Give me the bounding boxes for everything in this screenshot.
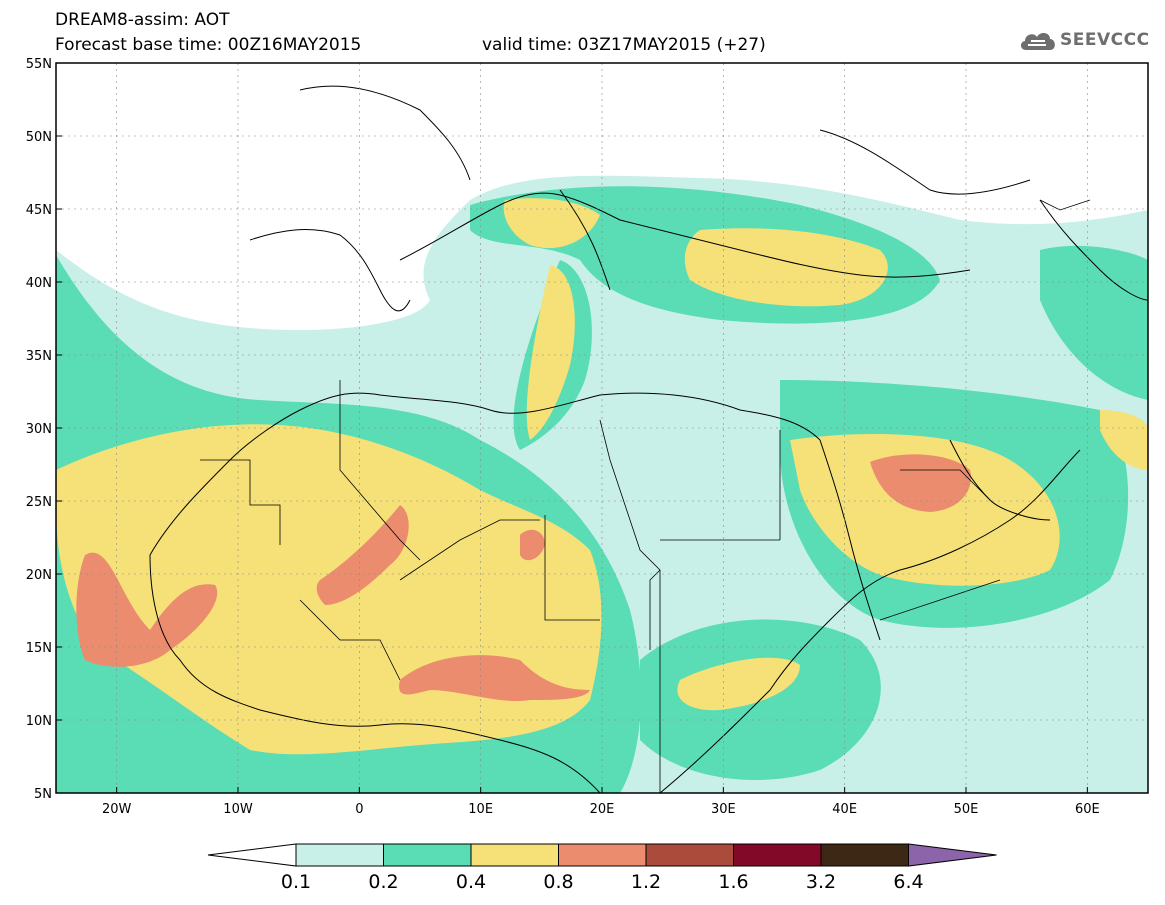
coastlines xyxy=(149,85,1148,793)
colorbar-swatch xyxy=(470,843,559,867)
colorbar-swatch xyxy=(645,843,734,867)
colorbar-label: 0.4 xyxy=(456,871,486,893)
lat-label: 30N xyxy=(26,422,52,437)
seevccc-logo: SEEVCCC xyxy=(1018,24,1158,58)
colorbar-label: 1.2 xyxy=(631,871,661,893)
colorbar-swatch xyxy=(733,843,822,867)
lat-label: 35N xyxy=(26,349,52,364)
map-title: DREAM8-assim: AOT xyxy=(55,10,230,30)
latitude-labels: 55N 50N 45N 40N 35N 30N 25N 20N 15N 10N 5N xyxy=(26,57,62,802)
lat-label: 50N xyxy=(26,130,52,145)
lon-label: 40E xyxy=(832,802,857,817)
lat-label: 40N xyxy=(26,276,52,291)
lon-label: 60E xyxy=(1075,802,1100,817)
logo-text: SEEVCCC xyxy=(1060,30,1150,50)
lon-label: 20W xyxy=(102,802,132,817)
lon-label: 0 xyxy=(355,802,363,817)
lon-label: 10W xyxy=(223,802,253,817)
longitude-labels: 20W 10W 0 10E 20E 30E 40E 50E 60E xyxy=(102,787,1100,817)
lat-label: 25N xyxy=(26,495,52,510)
lon-label: 20E xyxy=(590,802,615,817)
colorbar-swatch xyxy=(295,843,384,867)
colorbar-label: 0.2 xyxy=(368,871,398,893)
colorbar-swatch xyxy=(820,843,909,867)
colorbar: 0.1 0.2 0.4 0.8 1.2 1.6 3.2 6.4 xyxy=(207,843,997,893)
colorbar-label: 0.1 xyxy=(281,871,311,893)
valid-time: valid time: 03Z17MAY2015 (+27) xyxy=(482,35,766,55)
country-borders xyxy=(200,199,1091,793)
aot-band-0.8 xyxy=(76,454,971,702)
lat-lon-grid xyxy=(56,63,1148,793)
cloud-icon xyxy=(1020,33,1055,50)
lon-label: 10E xyxy=(468,802,493,817)
colorbar-label: 6.4 xyxy=(893,871,923,893)
colorbar-under-triangle xyxy=(207,843,297,867)
lat-label: 20N xyxy=(26,568,52,583)
lat-label: 10N xyxy=(26,714,52,729)
colorbar-swatch xyxy=(383,843,472,867)
colorbar-swatch xyxy=(558,843,647,867)
colorbar-over-triangle xyxy=(908,843,997,867)
colorbar-label: 3.2 xyxy=(806,871,836,893)
forecast-base-time: Forecast base time: 00Z16MAY2015 xyxy=(55,35,362,55)
colorbar-label: 1.6 xyxy=(718,871,748,893)
lat-label: 45N xyxy=(26,203,52,218)
lon-label: 50E xyxy=(954,802,979,817)
lat-label: 55N xyxy=(26,57,52,72)
colorbar-label: 0.8 xyxy=(543,871,573,893)
lon-label: 30E xyxy=(711,802,736,817)
lat-label: 15N xyxy=(26,641,52,656)
lat-label: 5N xyxy=(34,787,52,802)
